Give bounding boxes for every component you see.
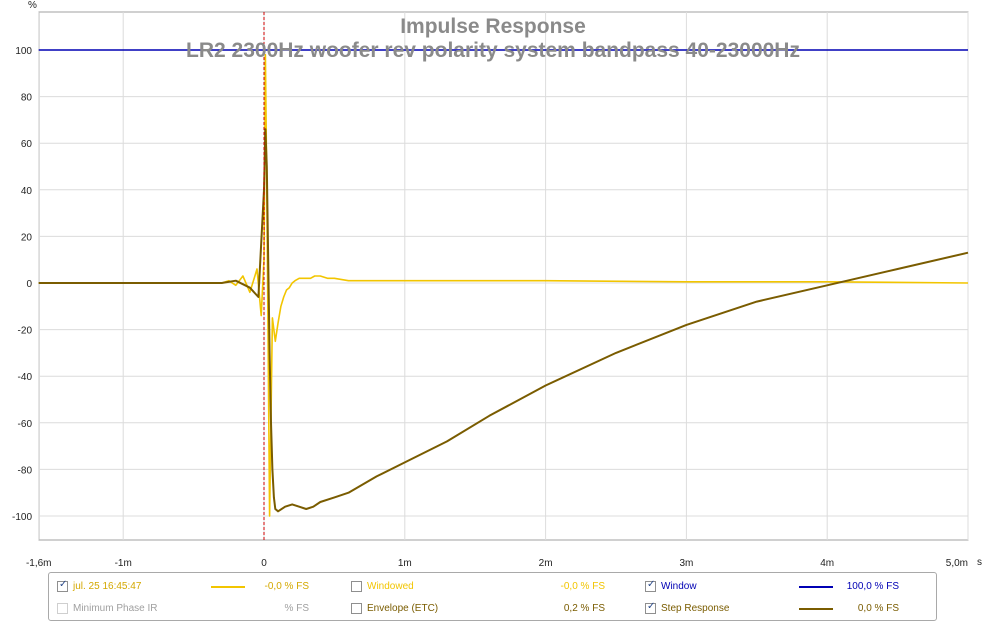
x-tick-label: 5,0m [946, 558, 968, 569]
y-tick-label: 60 [21, 139, 33, 150]
checkbox-minimum-phase[interactable] [57, 603, 68, 614]
checkbox-step-response[interactable] [645, 601, 656, 614]
y-tick-label: 80 [21, 93, 33, 104]
x-tick-label: -1m [115, 558, 132, 569]
y-tick-label: -60 [18, 419, 33, 430]
legend-panel: jul. 25 16:45:47 -0,0 % FS Minimum Phase… [48, 572, 937, 621]
series-line-step-response [38, 128, 969, 513]
legend-value-window: 100,0 % FS [846, 581, 899, 592]
checkbox-windowed[interactable] [351, 581, 362, 592]
series-lines [38, 49, 969, 517]
y-tick-label: 100 [15, 46, 32, 57]
legend-label-windowed: Windowed [367, 581, 414, 592]
y-axis-label: % [28, 0, 37, 11]
x-tick-label: -1,6m [26, 558, 52, 569]
legend-value-minimum-phase: % FS [284, 603, 309, 614]
checkbox-envelope[interactable] [351, 603, 362, 614]
series-line-jul-25-16-45-47 [38, 53, 969, 517]
x-tick-label: 2m [539, 558, 553, 569]
legend-swatch-measurement [211, 586, 245, 588]
chart-title: Impulse Response [400, 15, 586, 38]
x-tick-label: 3m [679, 558, 693, 569]
x-tick-label: 1m [398, 558, 412, 569]
y-tick-labels: 100 80 60 40 20 0 -20 -40 -60 -80 -100 [12, 46, 32, 523]
y-tick-label: -80 [18, 465, 33, 476]
chart-subtitle: LR2 2300Hz woofer rev polarity system ba… [186, 39, 800, 62]
x-tick-labels: -1,6m -1m 0 1m 2m 3m 4m 5,0m [26, 558, 968, 569]
y-tick-label: 40 [21, 186, 33, 197]
legend-label-envelope: Envelope (ETC) [367, 603, 439, 614]
checkbox-measurement[interactable] [57, 579, 68, 592]
legend-value-envelope: 0,2 % FS [563, 603, 605, 614]
y-tick-label: -100 [12, 512, 32, 523]
y-tick-label: 0 [26, 279, 32, 290]
legend-swatch-window [799, 586, 833, 588]
legend-label-step-response: Step Response [661, 603, 730, 614]
legend-value-windowed: -0,0 % FS [560, 581, 605, 592]
y-tick-label: 20 [21, 232, 33, 243]
y-tick-label: -40 [18, 372, 33, 383]
legend-label-window: Window [661, 581, 697, 592]
legend-swatch-step-response [799, 608, 833, 610]
legend-label-measurement: jul. 25 16:45:47 [73, 581, 142, 592]
x-tick-label: 4m [820, 558, 834, 569]
x-tick-label: 0 [261, 558, 267, 569]
legend-value-measurement: -0,0 % FS [264, 581, 309, 592]
legend-value-step-response: 0,0 % FS [857, 603, 899, 614]
impulse-response-chart: 100 80 60 40 20 0 -20 -40 -60 -80 -100 -1,6m -1m 0 1m… [12, 0, 982, 569]
x-axis-unit: s [977, 557, 982, 568]
y-tick-label: -20 [18, 326, 33, 337]
legend-label-minimum-phase: Minimum Phase IR [73, 603, 158, 614]
plot-area [38, 11, 969, 541]
checkbox-window[interactable] [645, 579, 656, 592]
